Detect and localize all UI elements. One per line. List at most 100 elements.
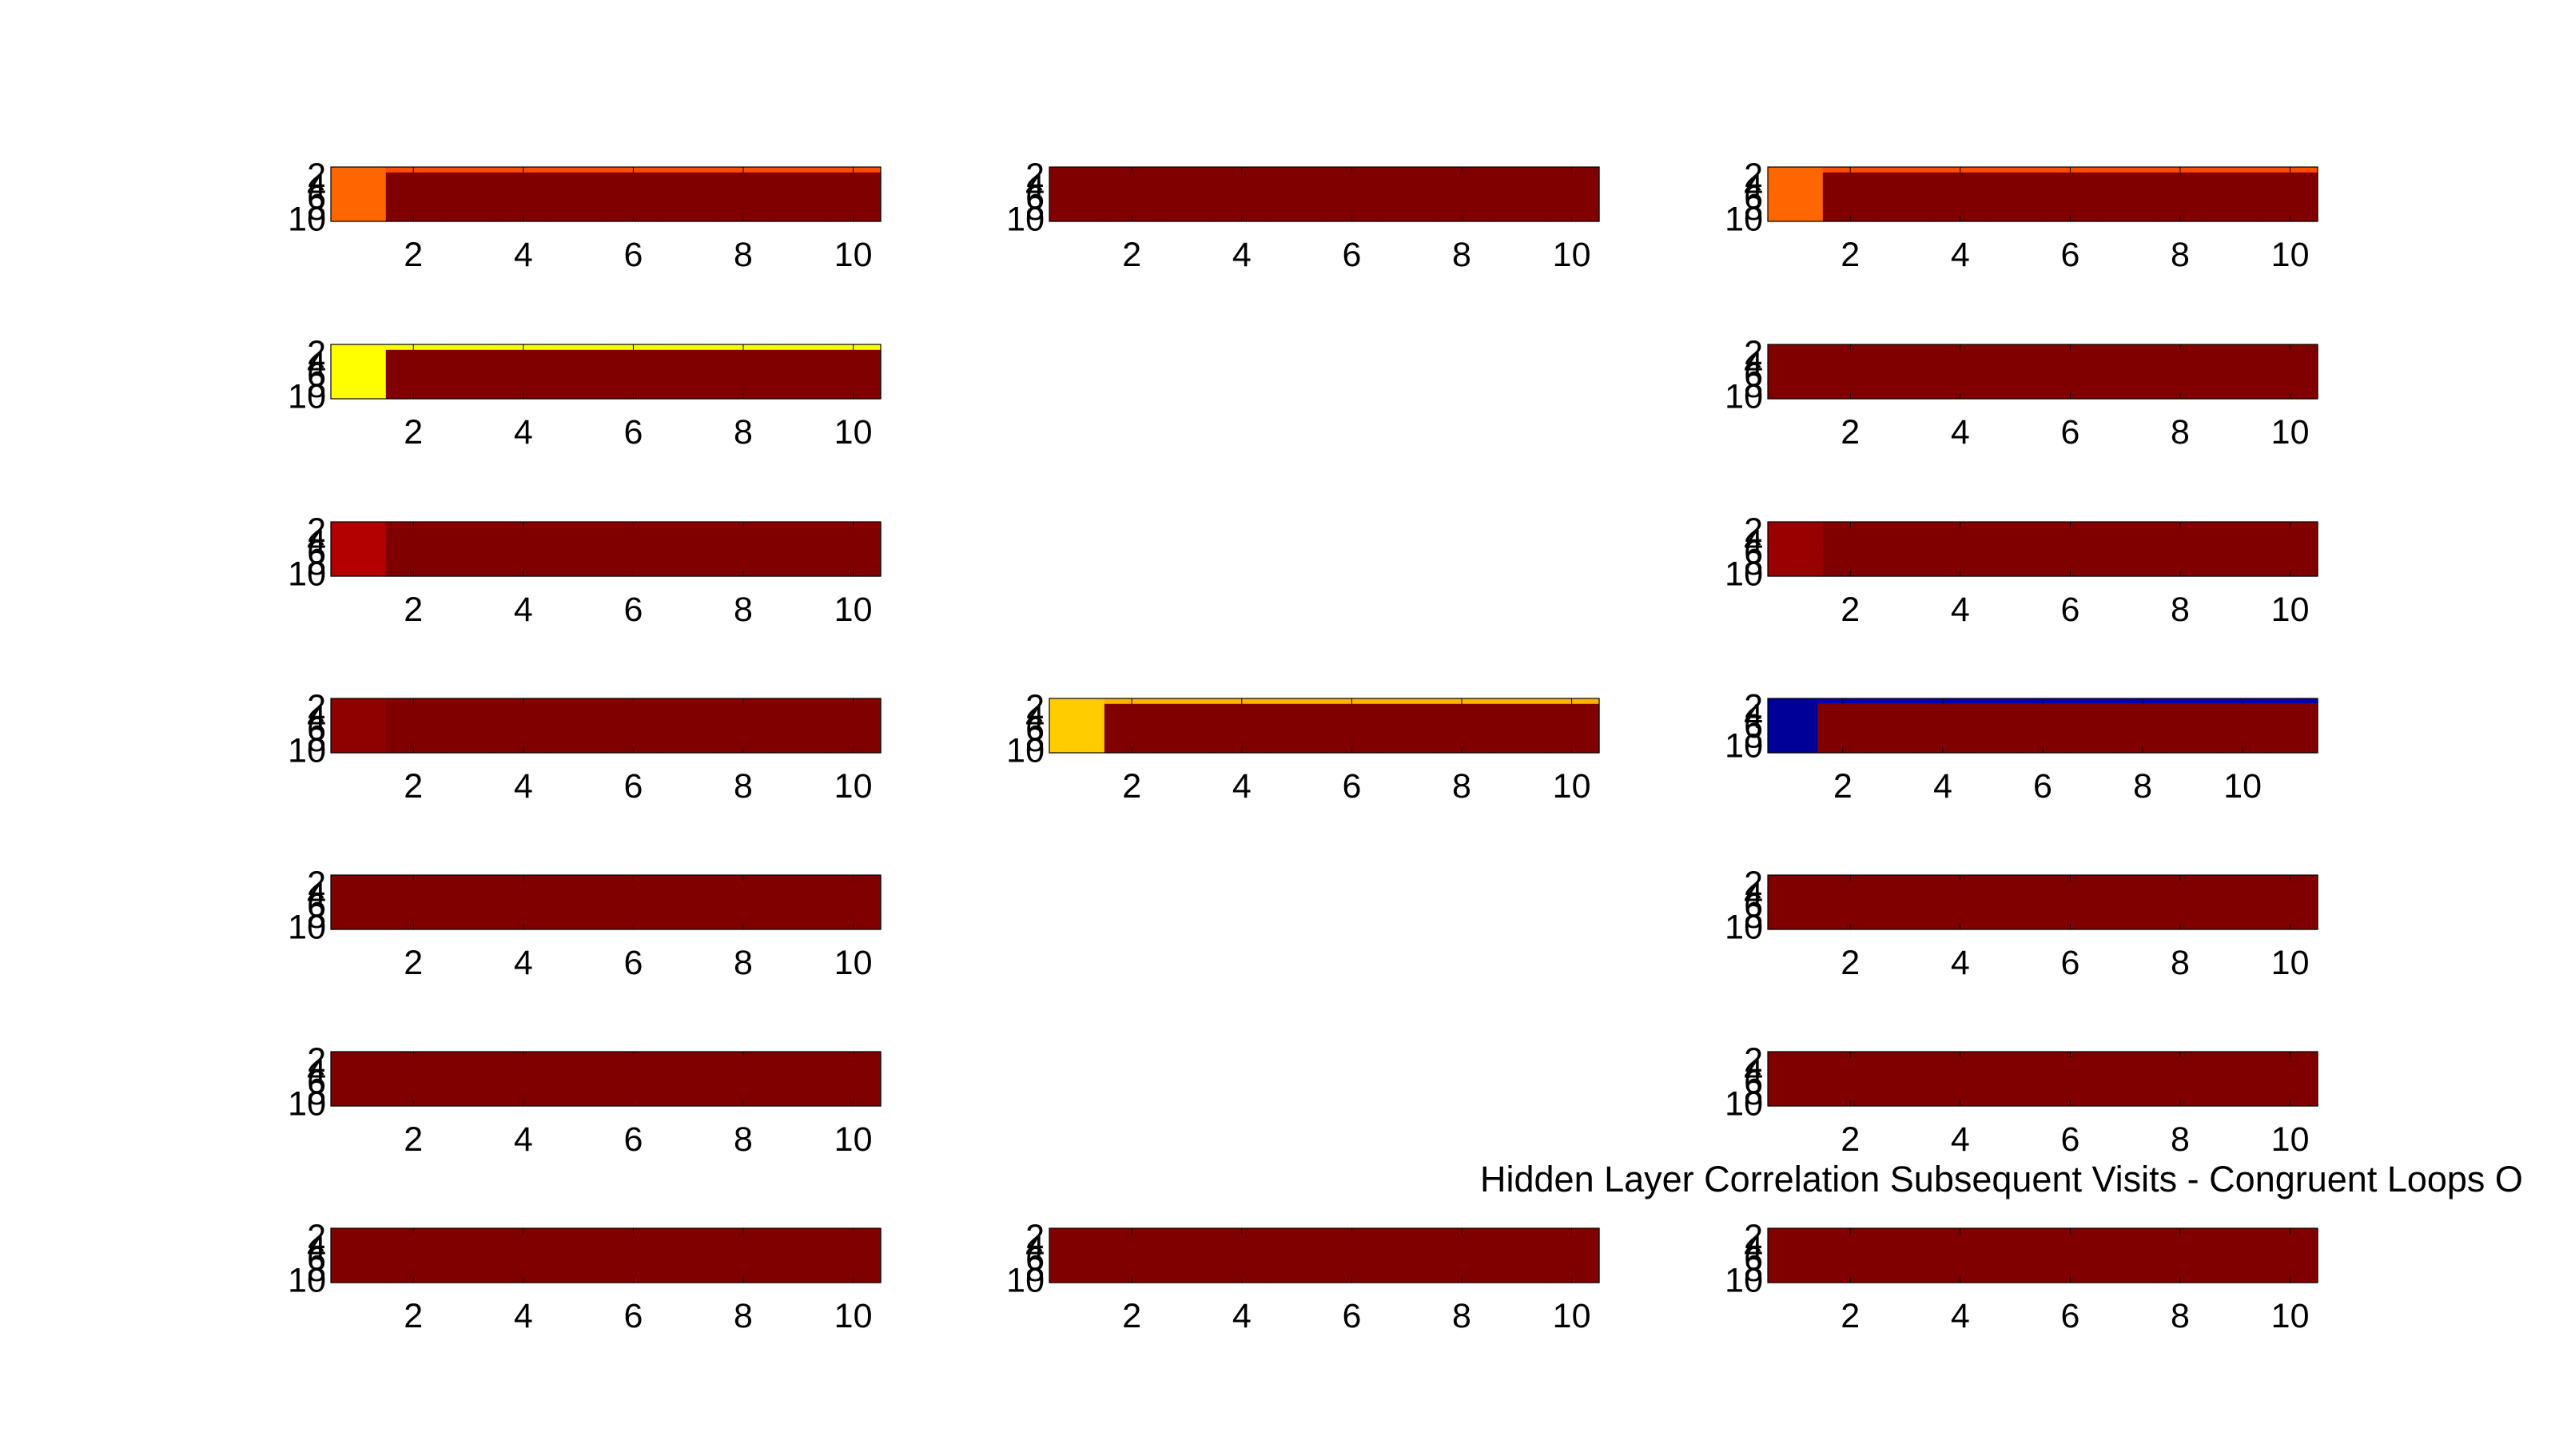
heatmap-cell	[1049, 709, 1105, 715]
heatmap-cell	[1768, 355, 1824, 361]
heatmap-cell	[1379, 709, 1435, 715]
heatmap-cell	[1932, 897, 1988, 903]
heatmap-cell	[1988, 543, 2044, 550]
heatmap-cell	[2267, 738, 2318, 744]
heatmap-cell	[660, 172, 717, 179]
heatmap-cell	[2262, 554, 2318, 561]
heatmap-cell	[385, 355, 442, 361]
heatmap-cell	[1214, 736, 1270, 742]
heatmap-cell	[826, 1233, 882, 1240]
heatmap-cell	[826, 527, 882, 534]
heatmap-cell	[2207, 189, 2263, 195]
heatmap-cell	[660, 709, 717, 715]
heatmap-cell	[1988, 194, 2044, 201]
heatmap-cell	[551, 875, 607, 881]
heatmap-cell	[1434, 709, 1490, 715]
heatmap-cell	[1489, 730, 1545, 738]
heatmap-cell	[2262, 885, 2318, 892]
heatmap-cell	[385, 372, 442, 378]
heatmap-cell	[495, 388, 551, 394]
heatmap-cell	[495, 730, 551, 738]
heatmap-cell	[385, 177, 442, 184]
x-tick-label: 4	[1951, 591, 1970, 629]
heatmap-cell	[2152, 1068, 2208, 1074]
heatmap-cell	[331, 1062, 387, 1068]
heatmap-cell	[2262, 532, 2318, 539]
heatmap-cell	[1877, 554, 1933, 561]
heatmap-cell	[2207, 543, 2263, 550]
heatmap-cell	[331, 1084, 387, 1091]
heatmap-cell	[2267, 747, 2318, 754]
heatmap-cell	[715, 703, 771, 710]
heatmap-cell	[1932, 376, 1988, 384]
heatmap-cell	[1269, 736, 1325, 742]
heatmap-cell	[2067, 747, 2119, 754]
heatmap-cell	[1269, 703, 1325, 710]
heatmap-cell	[2097, 1079, 2154, 1085]
heatmap-cell	[1988, 1089, 2044, 1096]
heatmap-cell	[495, 1095, 551, 1101]
y-tick-label: 2	[1744, 1041, 1763, 1080]
heatmap-cell	[2267, 728, 2318, 734]
y-tick-label: 10	[1725, 1262, 1763, 1300]
heatmap-cell	[1544, 172, 1600, 179]
heatmap-cell	[606, 880, 662, 887]
heatmap-cell	[551, 1056, 607, 1064]
heatmap-cell	[715, 730, 771, 738]
heatmap-cell	[1379, 736, 1435, 742]
heatmap-cell	[331, 549, 387, 555]
heatmap-cell	[770, 703, 826, 710]
heatmap-cell	[2043, 1079, 2099, 1085]
heatmap-cell	[715, 205, 771, 211]
heatmap-cell	[495, 349, 551, 356]
heatmap-cell	[440, 194, 496, 201]
heatmap-cell	[2097, 549, 2154, 555]
heatmap-cell	[1968, 703, 2019, 709]
heatmap-cell	[440, 736, 496, 742]
heatmap-cell	[1489, 1239, 1545, 1245]
heatmap-cell	[2152, 189, 2208, 195]
heatmap-cell	[1159, 730, 1215, 738]
heatmap-cell	[2152, 210, 2208, 217]
heatmap-cell	[715, 891, 771, 897]
heatmap-cell	[1049, 736, 1105, 742]
heatmap-cell	[2262, 349, 2318, 356]
heatmap-cell	[660, 1079, 717, 1085]
heatmap-cell	[2043, 1089, 2099, 1096]
heatmap-cell	[440, 1233, 496, 1240]
heatmap-cell	[1049, 730, 1105, 738]
heatmap-cell	[2097, 1250, 2154, 1256]
heatmap-cell	[1104, 172, 1160, 179]
heatmap-cell	[660, 875, 717, 881]
heatmap-cell	[551, 730, 607, 738]
heatmap-cell	[551, 1239, 607, 1245]
heatmap-cell	[770, 376, 826, 384]
heatmap-cell	[715, 382, 771, 388]
heatmap-cell	[1489, 1260, 1545, 1267]
heatmap-cell	[2117, 733, 2168, 739]
heatmap-cell	[1768, 1056, 1824, 1064]
heatmap-cell	[551, 885, 607, 892]
heatmap-cell	[2043, 1068, 2099, 1074]
heatmap-cell	[715, 388, 771, 394]
y-tick-label: 4	[1025, 168, 1045, 206]
heatmap-cell	[606, 1095, 662, 1101]
heatmap-cell	[770, 891, 826, 897]
heatmap-cell	[1932, 1250, 1988, 1256]
heatmap-cell	[606, 742, 662, 748]
heatmap-cell	[1868, 747, 1919, 754]
heatmap-cell	[551, 527, 607, 534]
heatmap-cell	[715, 885, 771, 892]
heatmap-cell	[2262, 1255, 2318, 1262]
heatmap-cell	[770, 355, 826, 361]
heatmap-cell	[440, 1244, 496, 1251]
heatmap-cell	[715, 538, 771, 544]
heatmap-cell	[715, 549, 771, 555]
heatmap-cell	[1379, 1271, 1435, 1278]
heatmap-cell	[2097, 167, 2154, 173]
heatmap-cell	[826, 1250, 882, 1256]
heatmap-cell	[2167, 747, 2219, 754]
heatmap-cell	[606, 1260, 662, 1267]
heatmap-cell	[1822, 183, 1879, 189]
